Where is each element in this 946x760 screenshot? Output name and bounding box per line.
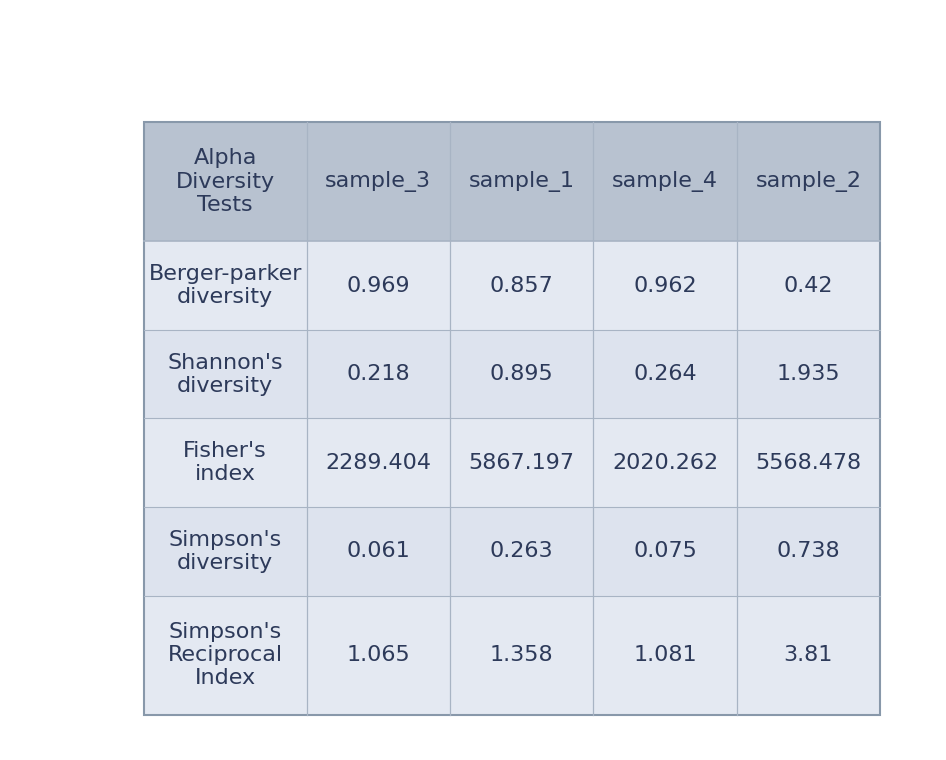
Bar <box>737 507 880 596</box>
Bar <box>307 596 450 715</box>
Bar <box>144 507 307 596</box>
Text: sample_1: sample_1 <box>468 171 574 192</box>
Text: 3.81: 3.81 <box>783 645 833 665</box>
Bar <box>307 242 450 330</box>
Text: Simpson's
Reciprocal
Index: Simpson's Reciprocal Index <box>167 622 283 689</box>
Bar <box>593 242 737 330</box>
Bar <box>450 419 593 507</box>
Bar <box>593 330 737 419</box>
Bar <box>593 507 737 596</box>
Bar <box>593 419 737 507</box>
Text: 0.075: 0.075 <box>633 541 697 562</box>
Bar <box>307 122 450 242</box>
Text: 0.962: 0.962 <box>633 276 697 296</box>
Text: Alpha
Diversity
Tests: Alpha Diversity Tests <box>176 148 274 215</box>
Bar <box>450 242 593 330</box>
Text: Fisher's
index: Fisher's index <box>184 441 267 484</box>
Bar <box>144 330 307 419</box>
Bar <box>737 330 880 419</box>
Bar <box>737 122 880 242</box>
Text: 0.969: 0.969 <box>346 276 410 296</box>
Bar <box>737 419 880 507</box>
Bar <box>144 122 307 242</box>
Text: 0.42: 0.42 <box>783 276 833 296</box>
Bar <box>450 507 593 596</box>
Text: 1.935: 1.935 <box>777 364 840 384</box>
Text: 2020.262: 2020.262 <box>612 453 718 473</box>
Bar <box>307 419 450 507</box>
Text: Berger-parker
diversity: Berger-parker diversity <box>149 264 302 307</box>
Text: 0.264: 0.264 <box>633 364 697 384</box>
Text: 0.218: 0.218 <box>346 364 410 384</box>
Bar <box>450 122 593 242</box>
Text: sample_3: sample_3 <box>325 171 431 192</box>
Text: 0.263: 0.263 <box>490 541 553 562</box>
Text: sample_2: sample_2 <box>756 171 862 192</box>
Text: sample_4: sample_4 <box>612 171 718 192</box>
Bar <box>307 507 450 596</box>
Text: Simpson's
diversity: Simpson's diversity <box>168 530 282 573</box>
Text: Shannon's
diversity: Shannon's diversity <box>167 353 283 396</box>
Text: 5867.197: 5867.197 <box>468 453 574 473</box>
Bar <box>144 596 307 715</box>
Text: 0.895: 0.895 <box>490 364 553 384</box>
Text: 5568.478: 5568.478 <box>755 453 862 473</box>
Bar <box>307 330 450 419</box>
Bar <box>737 596 880 715</box>
Text: 1.065: 1.065 <box>346 645 411 665</box>
Bar <box>737 242 880 330</box>
Bar <box>450 596 593 715</box>
Bar <box>593 596 737 715</box>
Text: 0.061: 0.061 <box>346 541 411 562</box>
Bar <box>144 419 307 507</box>
Text: 0.857: 0.857 <box>490 276 553 296</box>
Text: 0.738: 0.738 <box>777 541 840 562</box>
Bar <box>144 242 307 330</box>
Text: 2289.404: 2289.404 <box>325 453 431 473</box>
Bar <box>593 122 737 242</box>
Bar <box>450 330 593 419</box>
Text: 1.358: 1.358 <box>490 645 553 665</box>
Text: 1.081: 1.081 <box>633 645 697 665</box>
